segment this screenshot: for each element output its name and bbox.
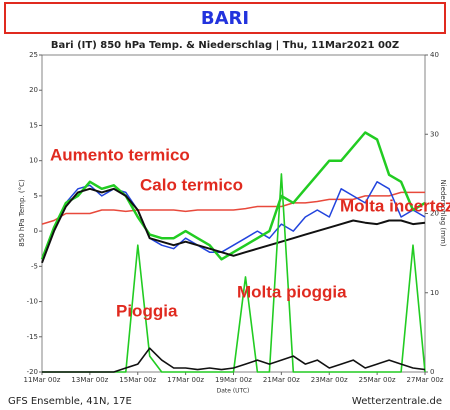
x-tick-label: 25Mar 00z [359,376,396,384]
temp-line [41,187,426,264]
x-axis-label: Date (UTC) [217,388,250,395]
annotation: Calo termico [140,175,243,194]
y-tick-label: -10 [27,298,38,306]
y2-axis-label: Niederschlag (mm) [439,179,447,246]
y-tick-label: -5 [31,262,38,270]
y2-tick-label: 30 [430,130,439,138]
annotations: Aumento termico Calo termico Molta incer… [50,145,450,320]
annotation: Molta incertezza [340,196,450,215]
header-box [4,2,446,34]
y-axis-label: 850 hPa Temp. (°C) [18,179,26,247]
x-tick-label: 17Mar 00z [167,376,204,384]
footer-right: Wetterzentrale.de [352,396,442,407]
y-tick-label: 20 [29,86,38,94]
y-tick-label: 0 [34,227,38,235]
temp-line [41,191,425,225]
chart-title: Bari (IT) 850 hPa Temp. & Niederschlag |… [51,40,399,51]
y-tick-label: -20 [27,368,38,376]
annotation: Pioggia [116,301,178,320]
temp-line [41,181,426,260]
x-tick-label: 23Mar 00z [311,376,348,384]
y2-tick-label: 0 [430,368,434,376]
precip-line [42,347,426,373]
x-tick-label: 27Mar 00z [407,376,444,384]
y-tick-label: 25 [29,51,38,59]
y-tick-label: 5 [34,192,38,200]
footer-left: GFS Ensemble, 41N, 17E [8,396,132,407]
header: BARI [201,8,249,29]
x-tick-label: 13Mar 00z [71,376,108,384]
temp-line [40,131,426,261]
x-tick-label: 15Mar 00z [119,376,156,384]
x-tick-label: 19Mar 00z [215,376,252,384]
plot: -20 -15 -10 -5 0 5 10 15 20 25 0 10 20 30 40 11Mar 00z 1… [24,51,444,384]
y2-tick-label: 20 [430,210,439,218]
y-tick-label: 15 [29,121,38,129]
y-tick-label: 10 [29,157,38,165]
annotation: Molta pioggia [237,282,347,301]
y-tick-label: -15 [27,333,38,341]
y2-tick-label: 10 [430,289,439,297]
y2-tick-label: 40 [430,51,439,59]
x-tick-label: 21Mar 00z [263,376,300,384]
x-tick-label: 11Mar 00z [24,376,61,384]
annotation: Aumento termico [50,145,190,164]
